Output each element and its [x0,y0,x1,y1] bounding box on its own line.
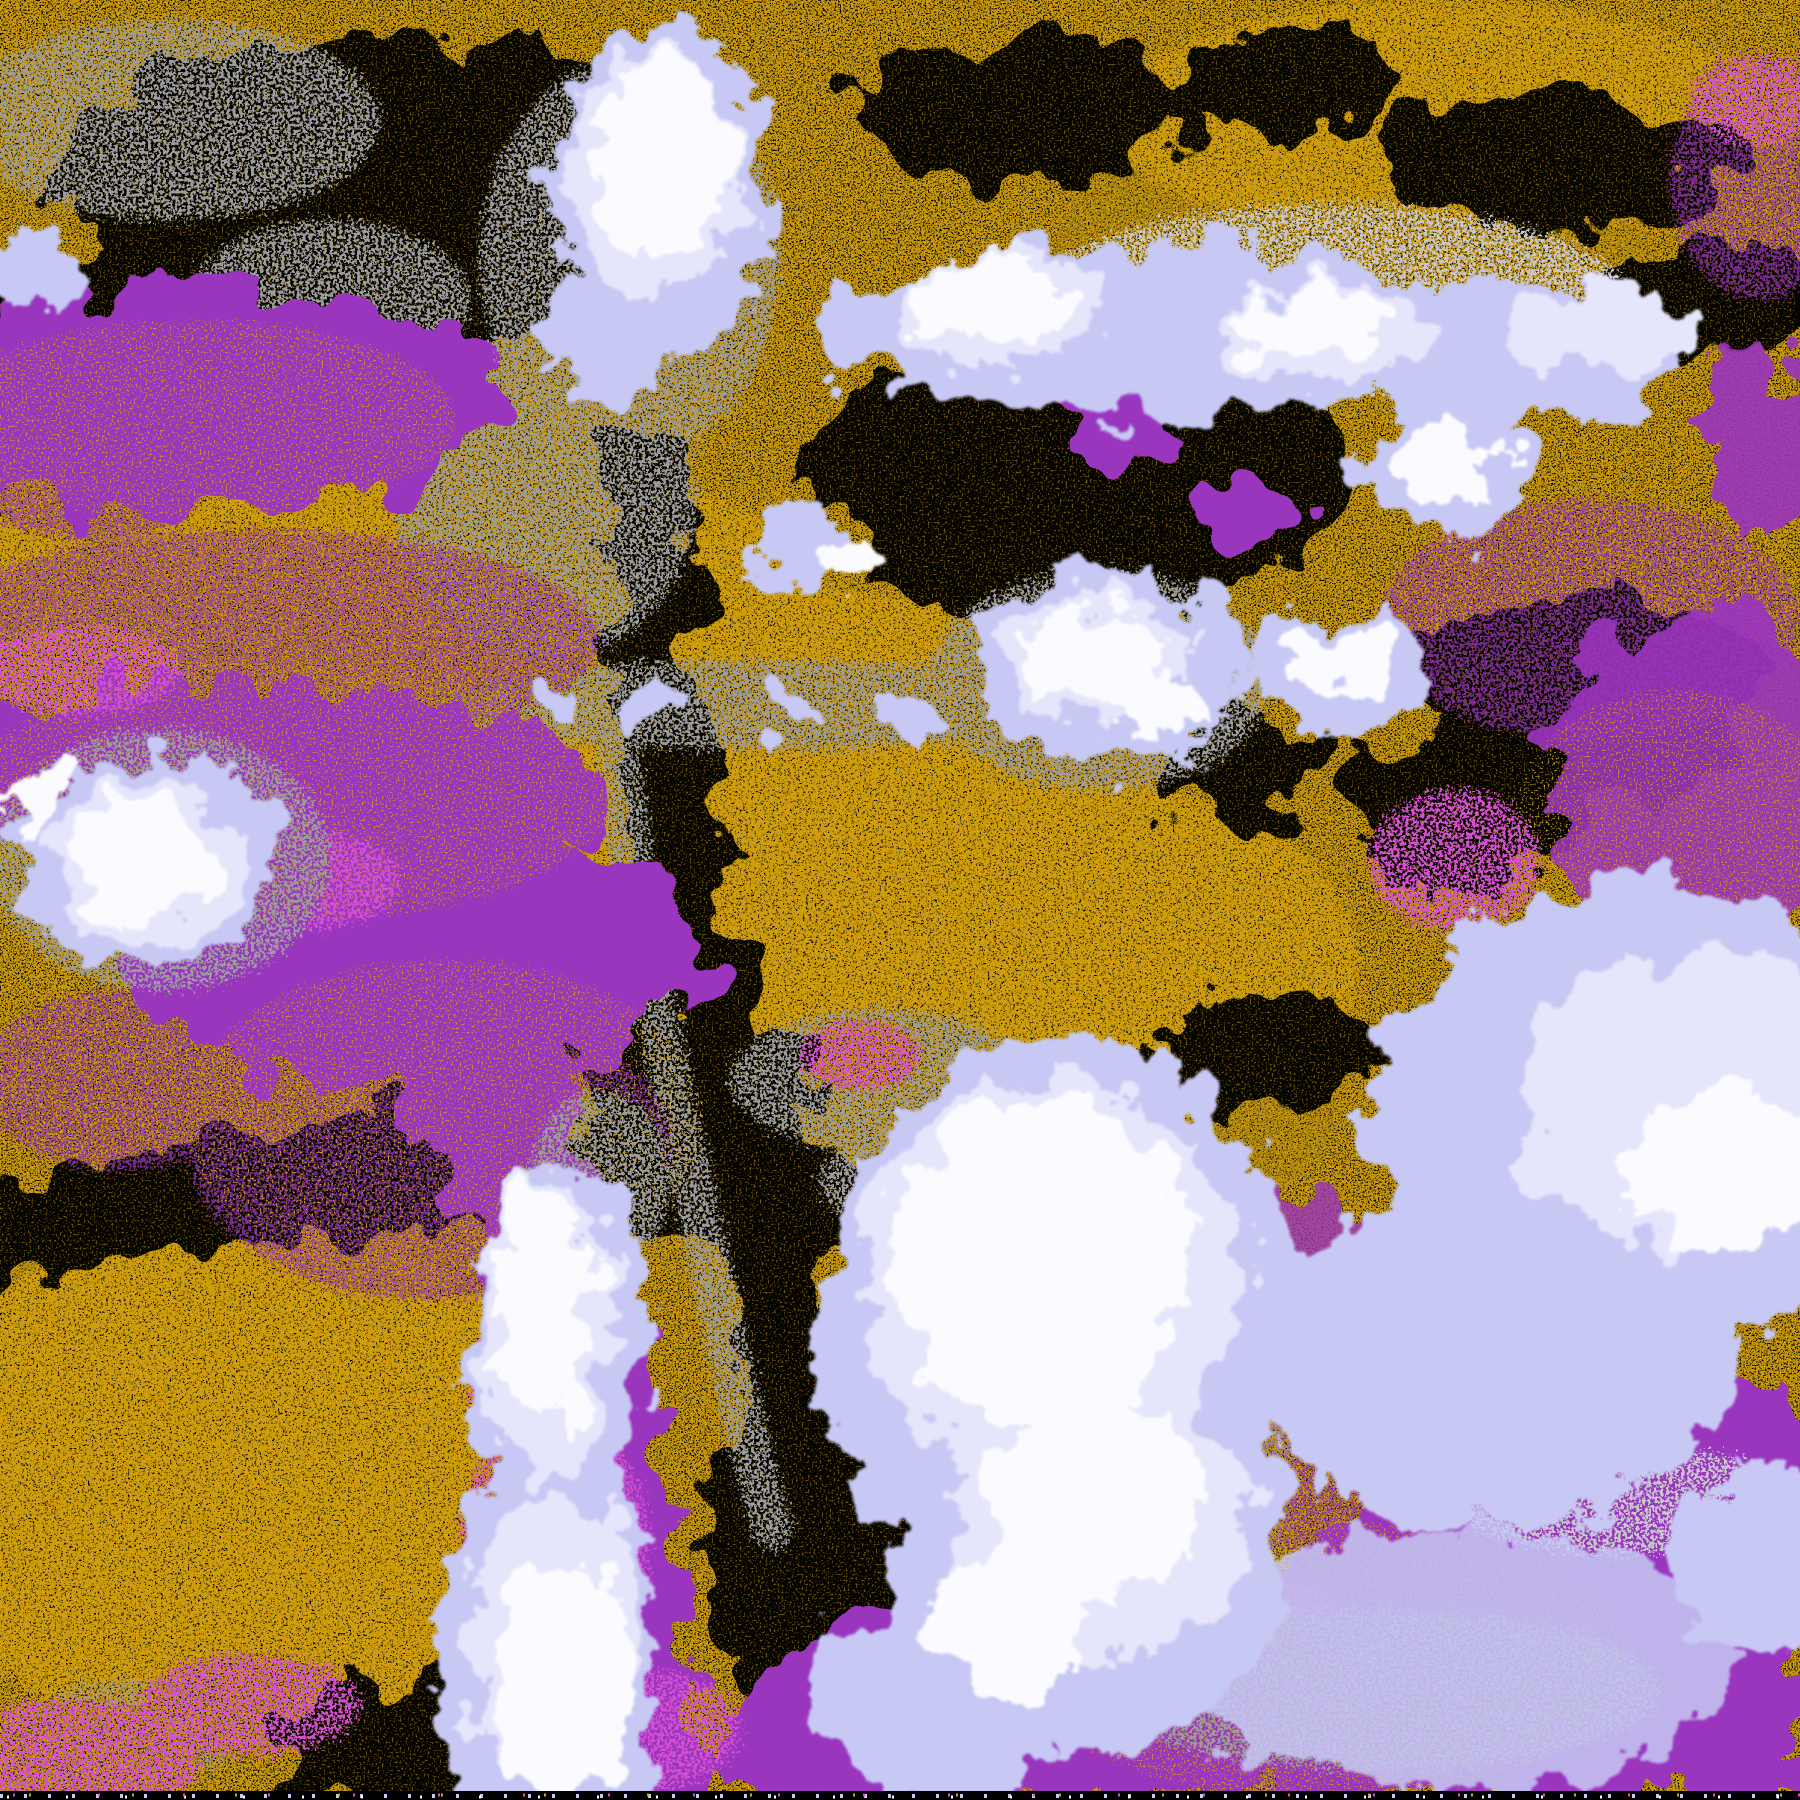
white-core-bottom-mass-2 [980,1400,1200,1600]
white-core-bottom-mass [890,1100,1190,1420]
white-core-top-right-spot [1397,422,1507,502]
white-core-left-plume [495,1180,595,1420]
white-core-top-plume [595,60,735,260]
white-core-left-cloud [70,793,210,923]
cloud-bottom-right-streak [1160,1530,1740,1790]
cloud-left-edge-spot [0,235,80,305]
magenta-top-right-edge [1690,55,1800,145]
magenta-center [800,1020,920,1090]
cloud-puff-row-2 [625,677,675,713]
gray-top-left-corner [0,20,380,220]
white-core-right-sheet [1625,1085,1800,1255]
purple-spot-top-center-2 [1190,465,1300,545]
cloud-puff-row-3 [762,692,818,728]
telemetry-strip [0,1791,1800,1800]
pale-top-band-far-east [1515,285,1695,375]
telemetry-strip-bar [0,1791,1800,1800]
magenta-left-2 [0,625,180,715]
magenta-bottom-left [140,1655,360,1755]
white-core-bottom-mass-3 [930,1550,1080,1700]
white-core-left-edge [0,772,65,828]
purple-mottle-right [1380,500,1800,740]
cloud-top-plume-tail [540,270,660,410]
purple-right-edge [1700,345,1800,535]
cloud-puff-row-4 [875,697,925,733]
magenta-right-center [1370,790,1540,930]
cloud-puff-row-1 [532,680,588,720]
white-core-center-1 [1025,607,1165,703]
cloud-right-edge-south [1670,1470,1800,1650]
white-core-top-band-2 [1230,287,1390,363]
cloud-right-sheet-south [1250,1190,1730,1530]
white-core-left-plume-south [490,1560,630,1800]
white-core-right-center [1285,625,1395,695]
white-core-center-small [815,537,885,593]
white-core-top-band-1 [915,260,1065,340]
gold-speckle-on-purple-top-left [0,320,460,520]
layer-clouds-white [0,60,1800,1800]
white-core-center-2 [1120,670,1210,740]
